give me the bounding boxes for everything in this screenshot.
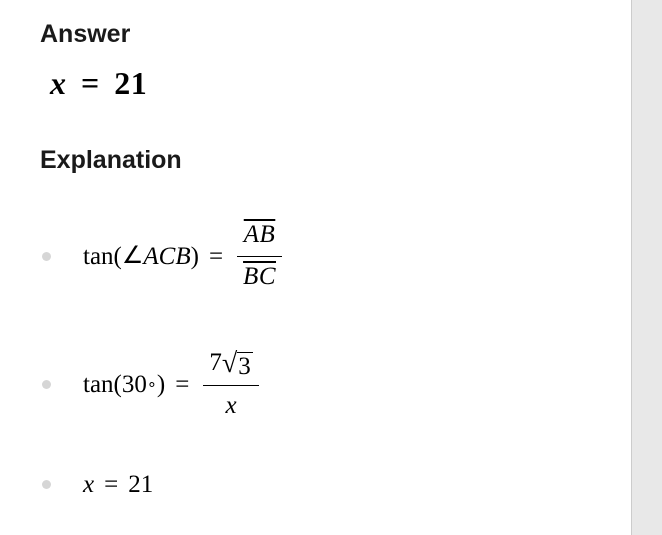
equals-sign: = (75, 65, 106, 101)
explanation-steps: tan ( ∠ ACB ) = AB BC t (40, 215, 591, 497)
segment-ab: AB (244, 221, 276, 248)
fraction: 7√3 x (203, 343, 258, 426)
content-card: Answer x = 21 Explanation tan ( ∠ ACB ) … (0, 0, 632, 535)
sqrt: √3 (222, 352, 253, 381)
bullet-icon (42, 480, 51, 489)
var-x: x (83, 472, 94, 497)
answer-rhs: 21 (114, 65, 147, 101)
explanation-heading: Explanation (40, 146, 591, 175)
step-2: tan ( 30 ∘ ) = 7√3 x (40, 343, 591, 426)
rparen: ) (157, 372, 165, 397)
fraction-denominator: x (219, 386, 242, 427)
segment-bc: BC (243, 263, 276, 290)
angle-value: 30 (122, 372, 147, 397)
tan-fn: tan (83, 244, 114, 269)
step-3: x = 21 (40, 472, 591, 497)
rparen: ) (191, 244, 199, 269)
fraction-numerator: 7√3 (203, 343, 258, 385)
answer-heading: Answer (40, 20, 591, 49)
radicand: 3 (237, 352, 253, 381)
fraction-numerator: AB (238, 215, 282, 256)
lparen: ( (114, 244, 122, 269)
step-1: tan ( ∠ ACB ) = AB BC (40, 215, 591, 297)
coef: 7 (209, 349, 222, 376)
fraction-denominator: BC (237, 257, 282, 298)
lparen: ( (114, 372, 122, 397)
angle-icon: ∠ (122, 244, 144, 268)
step-2-math: tan ( 30 ∘ ) = 7√3 x (83, 343, 259, 426)
fraction: AB BC (237, 215, 282, 297)
tan-fn: tan (83, 372, 114, 397)
bullet-icon (42, 252, 51, 261)
radical-icon: √ (222, 354, 237, 374)
answer-equation: x = 21 (40, 65, 591, 102)
bullet-icon (42, 380, 51, 389)
angle-letters: ACB (143, 244, 190, 269)
step-1-math: tan ( ∠ ACB ) = AB BC (83, 215, 282, 297)
equals-sign: = (94, 472, 128, 497)
step-3-math: x = 21 (83, 472, 153, 497)
degree-symbol: ∘ (147, 377, 157, 393)
equals-sign: = (165, 372, 199, 397)
result-value: 21 (128, 472, 153, 497)
equals-sign: = (199, 244, 233, 269)
answer-lhs: x (50, 65, 67, 101)
